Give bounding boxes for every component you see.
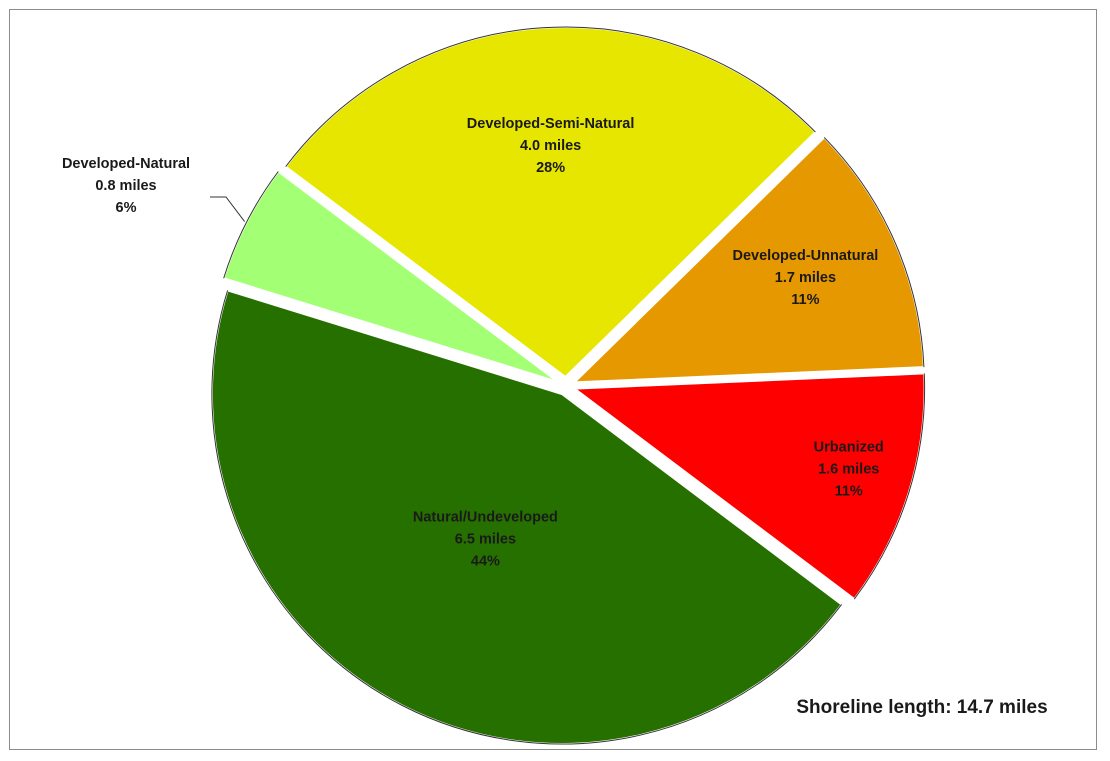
slice-labels: Urbanized 1.6 miles 11% Natural/Undeveloped… bbox=[62, 116, 884, 570]
slice-label-percent-natural-undeveloped: 44% bbox=[471, 554, 500, 570]
slice-label-value-urbanized: 1.6 miles bbox=[818, 462, 879, 478]
slice-label-percent-developed-natural: 6% bbox=[116, 200, 137, 216]
slice-label-name-urbanized: Urbanized bbox=[814, 440, 884, 456]
slice-label-percent-urbanized: 11% bbox=[835, 484, 863, 500]
leader-line-developed-natural bbox=[210, 196, 246, 222]
pie-slice-outline-urbanized bbox=[853, 373, 926, 600]
pie-slice-outline-natural-undeveloped bbox=[211, 290, 842, 745]
leader-lines bbox=[210, 196, 246, 222]
pie-slice-outline-developed-unnatural bbox=[823, 137, 925, 368]
slice-label-percent-developed-unnatural: 11% bbox=[791, 292, 819, 308]
slice-label-name-developed-natural: Developed-Natural bbox=[62, 156, 190, 172]
slice-label-value-developed-natural: 0.8 miles bbox=[95, 178, 156, 194]
slice-label-value-developed-semi-natural: 4.0 miles bbox=[520, 138, 581, 154]
pie-slice-outline-developed-semi-natural bbox=[285, 26, 816, 167]
slice-label-name-developed-semi-natural: Developed-Semi-Natural bbox=[467, 116, 635, 132]
slice-label-name-developed-unnatural: Developed-Unnatural bbox=[733, 248, 879, 264]
slice-label-name-natural-undeveloped: Natural/Undeveloped bbox=[413, 510, 558, 526]
pie-slices bbox=[210, 26, 926, 746]
slice-label-percent-developed-semi-natural: 28% bbox=[536, 160, 565, 176]
slice-label-value-developed-unnatural: 1.7 miles bbox=[775, 270, 836, 286]
slice-label-value-natural-undeveloped: 6.5 miles bbox=[455, 532, 516, 548]
pie-slice-outline-developed-natural bbox=[223, 171, 279, 279]
shoreline-length-note: Shoreline length: 14.7 miles bbox=[796, 697, 1047, 718]
